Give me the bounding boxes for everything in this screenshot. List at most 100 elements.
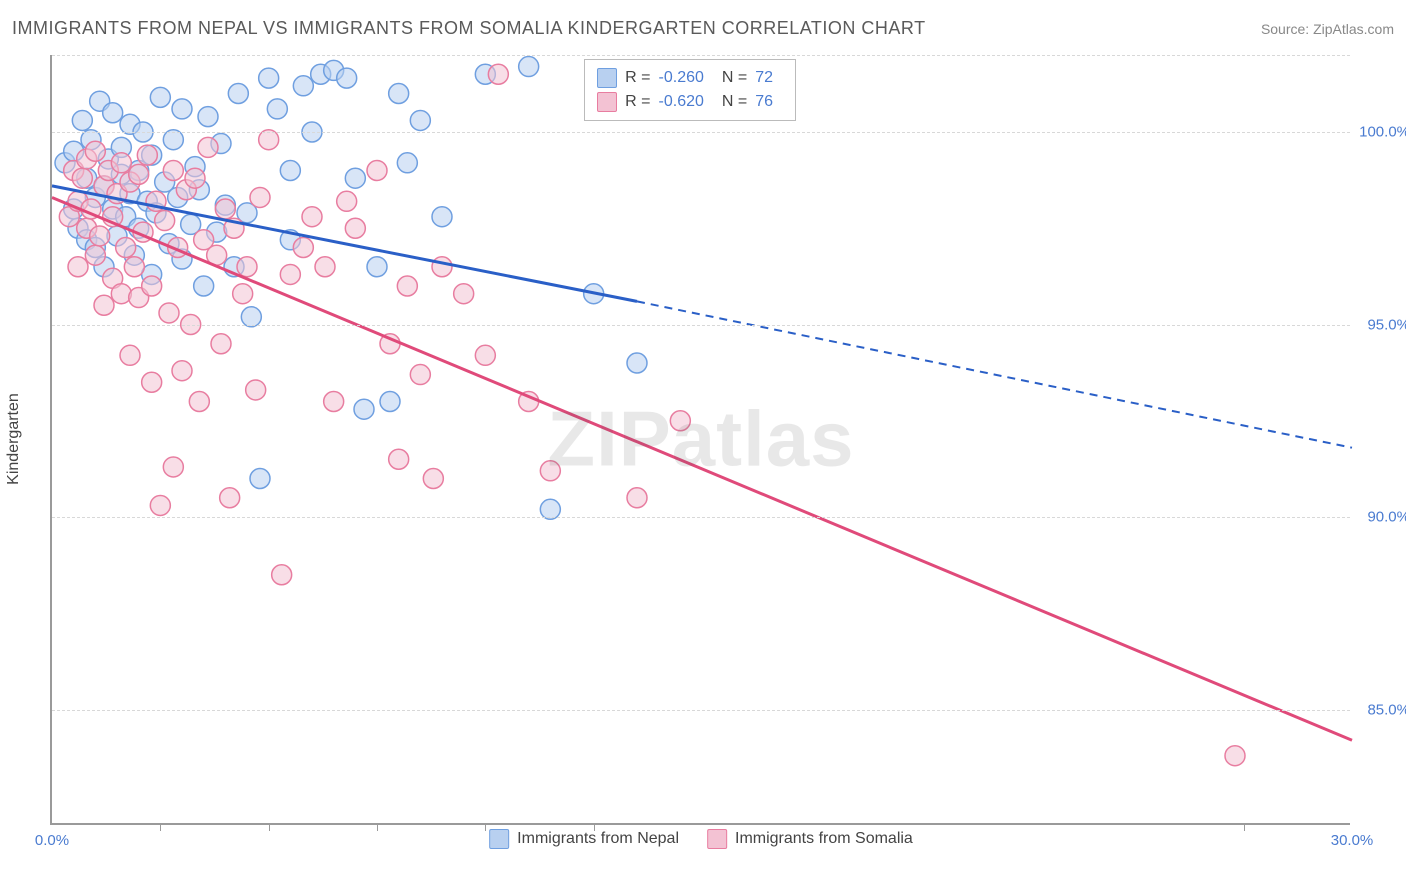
scatter-point bbox=[627, 488, 647, 508]
gridline bbox=[52, 55, 1350, 56]
x-minor-tick bbox=[594, 823, 595, 831]
scatter-point bbox=[155, 211, 175, 231]
legend-n-label: N = bbox=[722, 93, 747, 111]
legend-swatch bbox=[597, 92, 617, 112]
scatter-point bbox=[68, 257, 88, 277]
scatter-point bbox=[246, 380, 266, 400]
scatter-point bbox=[432, 257, 452, 277]
scatter-point bbox=[215, 199, 235, 219]
scatter-point bbox=[189, 392, 209, 412]
scatter-point bbox=[345, 218, 365, 238]
scatter-point bbox=[150, 87, 170, 107]
scatter-point bbox=[280, 264, 300, 284]
scatter-point bbox=[120, 345, 140, 365]
scatter-point bbox=[137, 145, 157, 165]
y-tick-label: 85.0% bbox=[1367, 701, 1406, 718]
correlation-legend: R = -0.260 N = 72R = -0.620 N = 76 bbox=[584, 59, 796, 121]
scatter-point bbox=[367, 257, 387, 277]
scatter-point bbox=[324, 392, 344, 412]
scatter-point bbox=[519, 57, 539, 77]
legend-n-label: N = bbox=[722, 69, 747, 87]
trend-line-extrapolated bbox=[637, 301, 1352, 447]
scatter-point bbox=[410, 110, 430, 130]
scatter-point bbox=[540, 461, 560, 481]
scatter-point bbox=[337, 68, 357, 88]
scatter-point bbox=[111, 284, 131, 304]
scatter-point bbox=[142, 276, 162, 296]
x-minor-tick bbox=[1244, 823, 1245, 831]
chart-svg bbox=[52, 55, 1350, 823]
scatter-point bbox=[250, 469, 270, 489]
scatter-point bbox=[172, 361, 192, 381]
scatter-point bbox=[85, 141, 105, 161]
chart-title: IMMIGRANTS FROM NEPAL VS IMMIGRANTS FROM… bbox=[12, 18, 926, 39]
legend-series-name: Immigrants from Somalia bbox=[735, 830, 913, 848]
scatter-point bbox=[315, 257, 335, 277]
y-axis-label: Kindergarten bbox=[5, 393, 23, 485]
legend-swatch bbox=[489, 829, 509, 849]
x-minor-tick bbox=[485, 823, 486, 831]
gridline bbox=[52, 710, 1350, 711]
scatter-point bbox=[198, 137, 218, 157]
scatter-point bbox=[124, 257, 144, 277]
y-tick-label: 95.0% bbox=[1367, 316, 1406, 333]
plot-area: Kindergarten ZIPatlas R = -0.260N = 72R … bbox=[50, 55, 1350, 825]
legend-r-label: R = bbox=[625, 69, 650, 87]
scatter-point bbox=[397, 153, 417, 173]
scatter-point bbox=[432, 207, 452, 227]
scatter-point bbox=[389, 84, 409, 104]
x-minor-tick bbox=[377, 823, 378, 831]
scatter-point bbox=[159, 303, 179, 323]
scatter-point bbox=[198, 107, 218, 127]
scatter-point bbox=[293, 76, 313, 96]
legend-r-value: -0.260 bbox=[659, 69, 704, 87]
gridline bbox=[52, 517, 1350, 518]
x-tick-label: 30.0% bbox=[1331, 832, 1374, 849]
scatter-point bbox=[345, 168, 365, 188]
scatter-point bbox=[85, 245, 105, 265]
scatter-point bbox=[72, 110, 92, 130]
source-attribution: Source: ZipAtlas.com bbox=[1261, 21, 1394, 37]
scatter-point bbox=[389, 449, 409, 469]
legend-swatch bbox=[707, 829, 727, 849]
scatter-point bbox=[228, 84, 248, 104]
scatter-point bbox=[233, 284, 253, 304]
scatter-point bbox=[116, 238, 136, 258]
x-minor-tick bbox=[269, 823, 270, 831]
scatter-point bbox=[211, 334, 231, 354]
series-legend: Immigrants from Nepal Immigrants from Som… bbox=[489, 829, 913, 849]
scatter-point bbox=[129, 164, 149, 184]
legend-swatch bbox=[597, 68, 617, 88]
scatter-point bbox=[454, 284, 474, 304]
scatter-point bbox=[94, 295, 114, 315]
gridline bbox=[52, 132, 1350, 133]
legend-r-value: -0.620 bbox=[659, 93, 704, 111]
x-tick-label: 0.0% bbox=[35, 832, 69, 849]
scatter-point bbox=[267, 99, 287, 119]
scatter-point bbox=[1225, 746, 1245, 766]
scatter-point bbox=[488, 64, 508, 84]
scatter-point bbox=[302, 207, 322, 227]
scatter-point bbox=[103, 103, 123, 123]
scatter-point bbox=[280, 161, 300, 181]
legend-n-value: 72 bbox=[755, 69, 773, 87]
scatter-point bbox=[354, 399, 374, 419]
scatter-point bbox=[220, 488, 240, 508]
legend-series-name: Immigrants from Nepal bbox=[517, 830, 679, 848]
legend-n-value: 76 bbox=[755, 93, 773, 111]
scatter-point bbox=[627, 353, 647, 373]
scatter-point bbox=[293, 238, 313, 258]
y-tick-label: 100.0% bbox=[1359, 124, 1406, 141]
legend-item: Immigrants from Somalia bbox=[707, 829, 913, 849]
scatter-point bbox=[380, 392, 400, 412]
scatter-point bbox=[475, 345, 495, 365]
scatter-point bbox=[163, 457, 183, 477]
scatter-point bbox=[237, 257, 257, 277]
scatter-point bbox=[163, 161, 183, 181]
legend-row: R = -0.260 N = 72 bbox=[597, 66, 783, 90]
scatter-point bbox=[72, 168, 92, 188]
scatter-point bbox=[367, 161, 387, 181]
scatter-point bbox=[111, 153, 131, 173]
scatter-point bbox=[670, 411, 690, 431]
scatter-point bbox=[142, 372, 162, 392]
